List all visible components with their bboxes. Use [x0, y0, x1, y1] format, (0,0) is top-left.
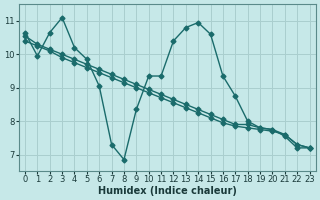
- X-axis label: Humidex (Indice chaleur): Humidex (Indice chaleur): [98, 186, 237, 196]
